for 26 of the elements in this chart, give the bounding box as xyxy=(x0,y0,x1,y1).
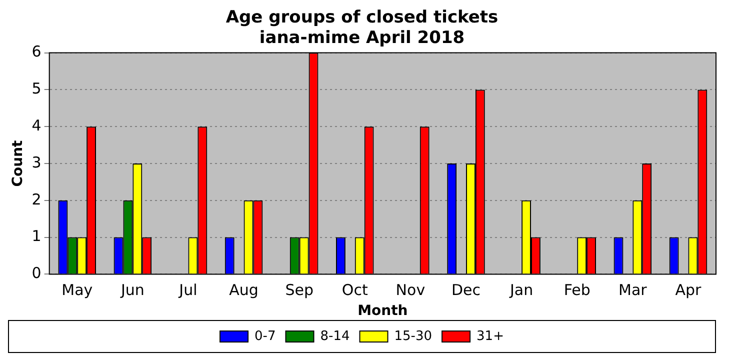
x-tick-label: Sep xyxy=(285,281,314,300)
y-tick-label: 4 xyxy=(32,116,42,134)
x-tick-label: Dec xyxy=(451,281,481,300)
y-tick-label: 0 xyxy=(32,264,42,282)
y-tick-label: 6 xyxy=(32,42,42,61)
chart-title: Age groups of closed tickets iana-mime April 2018 xyxy=(226,8,498,48)
y-tick-label: 2 xyxy=(32,190,42,208)
x-tick-label: Jan xyxy=(508,281,534,300)
x-axis-title: Month xyxy=(358,303,408,320)
legend-label: 31+ xyxy=(476,328,504,344)
legend-label: 15-30 xyxy=(394,328,432,344)
y-tick-label: 5 xyxy=(32,80,42,98)
x-tick-label: Jun xyxy=(120,281,144,300)
x-tick-label: Aug xyxy=(229,281,258,300)
x-tick-label: Mar xyxy=(618,281,648,300)
x-tick-label: Apr xyxy=(675,281,702,300)
x-tick-label: May xyxy=(62,281,93,300)
x-tick-label: Nov xyxy=(396,281,426,300)
legend-label: 8-14 xyxy=(320,328,350,344)
x-tick-label: Oct xyxy=(342,281,368,300)
y-tick-label: 1 xyxy=(32,227,42,246)
x-tick-label: Feb xyxy=(564,281,590,300)
legend-label: 0-7 xyxy=(254,328,276,344)
y-tick-label: 3 xyxy=(32,153,42,172)
x-tick-label: Jul xyxy=(178,281,198,300)
y-axis-title: Count xyxy=(10,140,26,187)
